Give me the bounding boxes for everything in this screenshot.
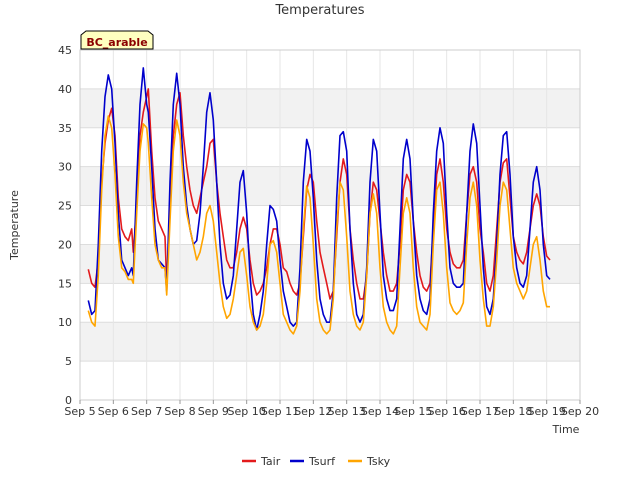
x-tick-label: Sep 19 bbox=[528, 405, 566, 418]
x-tick-label: Sep 11 bbox=[261, 405, 299, 418]
x-tick-label: Sep 15 bbox=[394, 405, 432, 418]
chart-title: Temperatures bbox=[274, 3, 364, 18]
y-tick-label: 45 bbox=[58, 44, 72, 57]
y-tick-label: 20 bbox=[58, 238, 72, 251]
x-tick-label: Sep 10 bbox=[228, 405, 266, 418]
band-25 bbox=[80, 166, 580, 206]
legend: Tair Tsurf Tsky bbox=[242, 455, 391, 468]
band-35 bbox=[80, 88, 580, 128]
legend-label-tsurf: Tsurf bbox=[308, 455, 336, 468]
x-tick-label: Sep 5 bbox=[64, 405, 95, 418]
series-line-tsky bbox=[87, 115, 550, 335]
y-tick-label: 5 bbox=[65, 355, 72, 368]
y-tick-label: 10 bbox=[58, 316, 72, 329]
y-tick-labels: 0 5 10 15 20 25 30 35 40 45 bbox=[58, 44, 72, 407]
x-axis-label: Time bbox=[552, 423, 580, 436]
legend-label-tair: Tair bbox=[260, 455, 281, 468]
x-tick-label: Sep 13 bbox=[328, 405, 366, 418]
y-tick-label: 15 bbox=[58, 277, 72, 290]
x-tick-label: Sep 7 bbox=[131, 405, 162, 418]
y-tick-label: 35 bbox=[58, 122, 72, 135]
annotation-badge: BC_arable bbox=[80, 30, 154, 50]
x-tick-label: Sep 14 bbox=[361, 405, 399, 418]
series-lines bbox=[87, 67, 551, 335]
y-tick-label: 40 bbox=[58, 83, 72, 96]
x-tick-label: Sep 6 bbox=[98, 405, 129, 418]
x-tick-label: Sep 17 bbox=[461, 405, 499, 418]
y-axis-label: Temperature bbox=[8, 190, 21, 261]
annotation-label: BC_arable bbox=[86, 36, 147, 49]
x-tick-label: Sep 8 bbox=[164, 405, 195, 418]
x-tick-label: Sep 9 bbox=[198, 405, 229, 418]
x-tick-label: Sep 18 bbox=[494, 405, 532, 418]
x-tick-label: Sep 16 bbox=[428, 405, 466, 418]
series-line-tair bbox=[87, 88, 551, 300]
series-line-tsurf bbox=[87, 67, 551, 331]
x-tick-label: Sep 20 bbox=[561, 405, 599, 418]
band-15 bbox=[80, 244, 580, 284]
legend-label-tsky: Tsky bbox=[366, 455, 391, 468]
y-tick-label: 25 bbox=[58, 200, 72, 213]
plot-frame bbox=[79, 49, 581, 401]
y-tick-label: 0 bbox=[65, 394, 72, 407]
x-tick-label: Sep 12 bbox=[294, 405, 332, 418]
y-tick-label: 30 bbox=[58, 161, 72, 174]
